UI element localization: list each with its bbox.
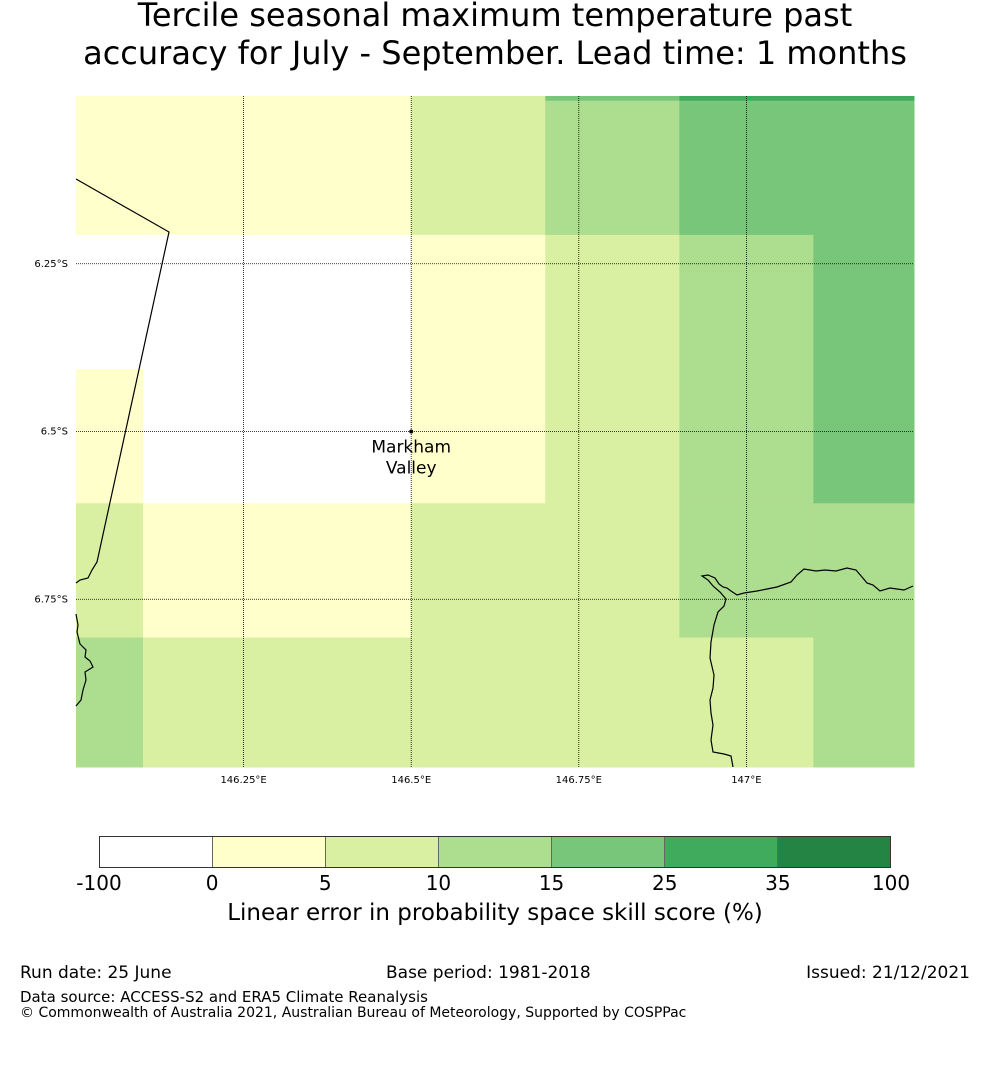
colorbar-segment	[665, 837, 778, 867]
skill-cell	[76, 100, 144, 236]
skill-cell	[76, 503, 144, 638]
coastline	[75, 178, 914, 768]
location-label-line-2: Valley	[386, 459, 437, 479]
latitude-labels: 6.25°S 6.5°S 6.75°S	[34, 259, 68, 606]
latitude-tick-label: 6.5°S	[41, 427, 68, 438]
skill-cell	[545, 234, 680, 370]
skill-cell	[76, 96, 144, 102]
skill-cell	[411, 100, 546, 236]
skill-cell	[813, 100, 915, 236]
colorbar-segment	[326, 837, 439, 867]
skill-cell	[277, 503, 412, 638]
colorbar-tick-label: 5	[318, 871, 332, 895]
skill-cell	[411, 637, 546, 768]
skill-cell	[545, 369, 680, 504]
longitude-tick-label: 147°E	[731, 775, 761, 786]
base-period: Base period: 1981-2018	[386, 963, 591, 983]
skill-cell	[411, 503, 546, 638]
run-date: Run date: 25 June	[20, 963, 172, 983]
skill-cell	[143, 369, 278, 504]
skill-cell	[813, 637, 915, 768]
longitude-tick-label: 146.25°E	[220, 775, 266, 786]
skill-grid	[76, 96, 915, 768]
colorbar-label: Linear error in probability space skill …	[227, 900, 763, 926]
colorbar-tick-label: 100	[871, 871, 911, 895]
skill-cell	[277, 369, 412, 504]
issued-date: Issued: 21/12/2021	[806, 963, 970, 983]
colorbar-segment	[778, 837, 890, 867]
colorbar-tick-label: 15	[538, 871, 565, 895]
title-line-2: accuracy for July - September. Lead time…	[83, 34, 907, 72]
latitude-tick-label: 6.75°S	[34, 594, 68, 605]
skill-cell	[277, 234, 412, 370]
latitude-tick-label: 6.25°S	[34, 259, 68, 270]
colorbar-tick-label: -100	[76, 871, 122, 895]
longitude-tick-label: 146.5°E	[391, 775, 431, 786]
skill-map: 6.25°S 6.5°S 6.75°S 146.25°E 146.5°E 146.75°…	[34, 96, 915, 786]
graticule	[76, 96, 914, 767]
skill-cell	[76, 637, 144, 768]
skill-cell	[411, 369, 546, 504]
colorbar-segment	[439, 837, 552, 867]
skill-cell	[143, 637, 278, 768]
skill-cell	[813, 96, 915, 102]
skill-cell	[813, 234, 915, 370]
skill-cell	[545, 100, 680, 236]
colorbar-segment	[213, 837, 326, 867]
longitude-labels: 146.25°E 146.5°E 146.75°E 147°E	[220, 775, 761, 786]
title-line-1: Tercile seasonal maximum temperature pas…	[137, 0, 853, 34]
skill-cell	[277, 637, 412, 768]
skill-cell	[277, 96, 412, 102]
skill-cell	[545, 503, 680, 638]
colorbar-segment	[552, 837, 665, 867]
longitude-tick-label: 146.75°E	[556, 775, 602, 786]
colorbar-ticks: -100 0 5 10 15 25 35 100	[76, 871, 910, 897]
colorbar-tick-label: 0	[205, 871, 219, 895]
skill-cell	[76, 369, 144, 504]
skill-cell	[143, 96, 278, 102]
location-dot	[409, 429, 414, 434]
skill-cell	[545, 637, 680, 768]
colorbar-tick-label: 10	[425, 871, 452, 895]
colorbar-segment	[100, 837, 213, 867]
border-line	[75, 178, 170, 584]
skill-cell	[411, 96, 546, 102]
skill-cell	[143, 503, 278, 638]
west-coastline	[75, 613, 94, 707]
copyright: © Commonwealth of Australia 2021, Austra…	[20, 1005, 687, 1021]
skill-cell	[545, 96, 680, 102]
colorbar-tick-label: 25	[651, 871, 678, 895]
skill-cell	[143, 234, 278, 370]
location-marker: Markham Valley	[371, 429, 451, 479]
colorbar	[99, 836, 891, 868]
skill-cell	[76, 234, 144, 370]
colorbar-tick-label: 35	[765, 871, 791, 895]
location-label-line-1: Markham	[371, 438, 451, 458]
map-title: Tercile seasonal maximum temperature pas…	[0, 0, 990, 72]
data-source: Data source: ACCESS-S2 and ERA5 Climate …	[20, 988, 428, 1006]
skill-cell	[143, 100, 278, 236]
skill-cell	[813, 369, 915, 504]
skill-cell	[411, 234, 546, 370]
river-coastline	[700, 567, 914, 768]
skill-cell	[277, 100, 412, 236]
